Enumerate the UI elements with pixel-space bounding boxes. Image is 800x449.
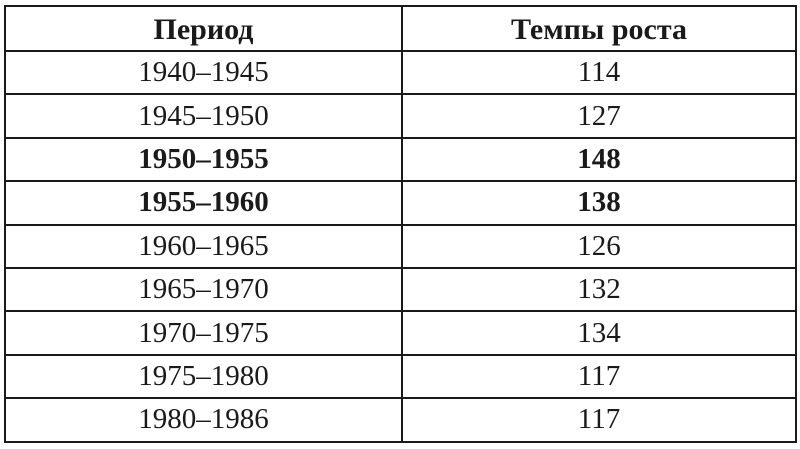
cell-growth-rate: 126 [401, 223, 797, 269]
cell-period: 1945–1950 [4, 93, 403, 139]
cell-period: 1980–1986 [4, 397, 403, 443]
table-row: 1980–1986 117 [4, 397, 797, 443]
growth-rate-table-container: Период Темпы роста 1940–1945 114 1945–19… [4, 5, 797, 443]
cell-period: 1940–1945 [4, 49, 403, 96]
table-row: 1975–1980 117 [4, 353, 797, 400]
cell-growth-rate: 117 [401, 397, 797, 443]
cell-growth-rate: 117 [401, 353, 797, 400]
table-body: 1940–1945 114 1945–1950 127 1950–1955 14… [4, 49, 797, 443]
header-growth-rate: Темпы роста [401, 5, 797, 52]
cell-growth-rate: 138 [401, 180, 797, 226]
cell-period: 1950–1955 [4, 136, 403, 183]
cell-growth-rate: 114 [401, 49, 797, 96]
growth-rate-table: Период Темпы роста 1940–1945 114 1945–19… [4, 5, 797, 443]
table-row: 1955–1960 138 [4, 180, 797, 226]
cell-period: 1970–1975 [4, 310, 403, 356]
cell-growth-rate: 134 [401, 310, 797, 356]
table-header-row: Период Темпы роста [4, 5, 797, 52]
cell-growth-rate: 148 [401, 136, 797, 183]
cell-growth-rate: 127 [401, 93, 797, 139]
cell-growth-rate: 132 [401, 266, 797, 313]
cell-period: 1965–1970 [4, 266, 403, 313]
table-row: 1960–1965 126 [4, 223, 797, 269]
table-row: 1945–1950 127 [4, 93, 797, 139]
cell-period: 1960–1965 [4, 223, 403, 269]
table-row: 1970–1975 134 [4, 310, 797, 356]
cell-period: 1955–1960 [4, 180, 403, 226]
table-row: 1965–1970 132 [4, 266, 797, 313]
header-period: Период [4, 5, 403, 52]
table-row: 1940–1945 114 [4, 49, 797, 96]
table-row: 1950–1955 148 [4, 136, 797, 183]
cell-period: 1975–1980 [4, 353, 403, 400]
